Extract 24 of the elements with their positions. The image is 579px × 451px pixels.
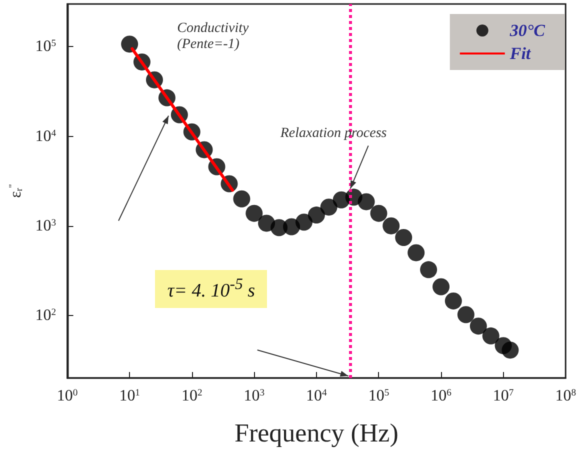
x-axis-title: Frequency (Hz) bbox=[234, 418, 398, 448]
annotation: τ= 4. 10$^{-5}$ s bbox=[155, 270, 268, 308]
point bbox=[358, 193, 375, 210]
legend-label: 30°C bbox=[508, 21, 546, 40]
point bbox=[296, 214, 312, 231]
point bbox=[482, 327, 500, 344]
point bbox=[420, 261, 438, 278]
point bbox=[408, 244, 425, 262]
point bbox=[233, 190, 250, 208]
point bbox=[395, 229, 412, 246]
point bbox=[320, 198, 338, 216]
legend-label: Fit bbox=[508, 44, 532, 63]
point bbox=[308, 206, 325, 224]
annotation: Relaxation process bbox=[280, 126, 387, 142]
annotation: Conductivity (Pente=-1) bbox=[177, 20, 249, 53]
point bbox=[470, 318, 487, 335]
point bbox=[121, 36, 138, 53]
y-axis-title: εr" bbox=[8, 184, 25, 198]
point bbox=[246, 204, 263, 222]
point bbox=[457, 306, 474, 324]
point bbox=[432, 278, 450, 296]
point bbox=[382, 217, 400, 234]
point bbox=[444, 292, 462, 310]
point bbox=[370, 204, 388, 222]
